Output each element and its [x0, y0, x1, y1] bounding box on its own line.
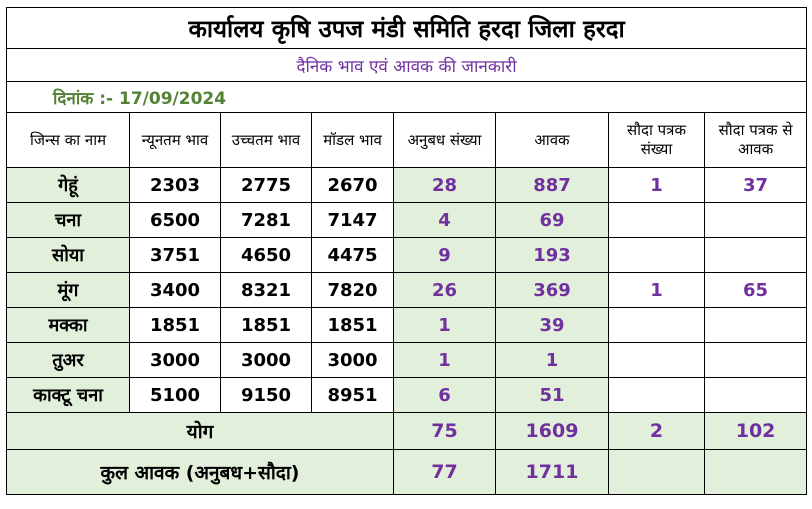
max-rate: 7281: [220, 202, 312, 238]
contract-count: 26: [393, 272, 496, 308]
arrival: 69: [495, 202, 609, 238]
mandi-report-sheet: कार्यालय कृषि उपज मंडी समिति हरदा जिला ह…: [5, 7, 808, 495]
table-row: गेहूं 2303 2775 2670 28 887 1 37: [6, 167, 808, 203]
deal-count: [608, 377, 705, 413]
grand-total-empty-2: [703, 449, 808, 495]
deal-count: 1: [608, 167, 705, 203]
contract-count: 4: [393, 202, 496, 238]
max-rate: 1851: [220, 307, 312, 343]
col-header-deal-arrival: सौदा पत्रक से आवक: [703, 112, 808, 168]
arrival: 193: [495, 237, 609, 273]
max-rate: 2775: [220, 167, 312, 203]
min-rate: 6500: [129, 202, 221, 238]
contract-count: 1: [393, 342, 496, 378]
min-rate: 3000: [129, 342, 221, 378]
deal-arrival: 37: [703, 167, 808, 203]
report-title: कार्यालय कृषि उपज मंडी समिति हरदा जिला ह…: [5, 7, 808, 49]
total-deal-count: 2: [608, 412, 705, 450]
commodity-name: सोया: [6, 237, 130, 273]
grand-total-row: कुल आवक (अनुबध+सौदा) 77 1711: [6, 449, 808, 495]
col-header-max-rate: उच्चतम भाव: [220, 112, 312, 168]
deal-arrival: [703, 342, 808, 378]
col-header-contract-count: अनुबध संख्या: [393, 112, 496, 168]
max-rate: 9150: [220, 377, 312, 413]
commodity-name: गेहूं: [6, 167, 130, 203]
grand-total-empty-1: [608, 449, 705, 495]
table-row: तुअर 3000 3000 3000 1 1: [6, 342, 808, 378]
contract-count: 6: [393, 377, 496, 413]
arrival: 51: [495, 377, 609, 413]
contract-count: 1: [393, 307, 496, 343]
deal-count: [608, 342, 705, 378]
min-rate: 1851: [129, 307, 221, 343]
deal-arrival: [703, 307, 808, 343]
max-rate: 4650: [220, 237, 312, 273]
table-row: मक्का 1851 1851 1851 1 39: [6, 307, 808, 343]
total-label: योग: [6, 412, 394, 450]
commodity-name: मक्का: [6, 307, 130, 343]
col-header-min-rate: न्यूनतम भाव: [129, 112, 221, 168]
deal-count: [608, 202, 705, 238]
commodity-name: तुअर: [6, 342, 130, 378]
arrival: 1: [495, 342, 609, 378]
grand-total-label: कुल आवक (अनुबध+सौदा): [6, 449, 394, 495]
col-header-arrival: आवक: [495, 112, 609, 168]
model-rate: 7820: [311, 272, 394, 308]
min-rate: 3751: [129, 237, 221, 273]
max-rate: 3000: [220, 342, 312, 378]
min-rate: 2303: [129, 167, 221, 203]
table-row: मूंग 3400 8321 7820 26 369 1 65: [6, 272, 808, 308]
total-contract-count: 75: [393, 412, 496, 450]
table-header-row: जिन्स का नाम न्यूनतम भाव उच्चतम भाव मॉडल…: [6, 112, 808, 168]
max-rate: 8321: [220, 272, 312, 308]
total-deal-arrival: 102: [703, 412, 808, 450]
deal-arrival: 65: [703, 272, 808, 308]
arrival: 887: [495, 167, 609, 203]
report-date: दिनांक :- 17/09/2024: [5, 81, 808, 113]
total-arrival: 1609: [495, 412, 609, 450]
report-subtitle: दैनिक भाव एवं आवक की जानकारी: [5, 48, 808, 82]
col-header-commodity: जिन्स का नाम: [6, 112, 130, 168]
deal-arrival: [703, 377, 808, 413]
col-header-deal-count: सौदा पत्रक संख्या: [608, 112, 705, 168]
grand-total-arrival: 1711: [495, 449, 609, 495]
deal-arrival: [703, 202, 808, 238]
model-rate: 2670: [311, 167, 394, 203]
min-rate: 3400: [129, 272, 221, 308]
table-row: चना 6500 7281 7147 4 69: [6, 202, 808, 238]
model-rate: 3000: [311, 342, 394, 378]
model-rate: 7147: [311, 202, 394, 238]
grand-total-contract: 77: [393, 449, 496, 495]
col-header-model-rate: मॉडल भाव: [311, 112, 394, 168]
table-row: सोया 3751 4650 4475 9 193: [6, 237, 808, 273]
contract-count: 9: [393, 237, 496, 273]
model-rate: 1851: [311, 307, 394, 343]
mandi-rate-table: कार्यालय कृषि उपज मंडी समिति हरदा जिला ह…: [5, 7, 808, 495]
deal-count: 1: [608, 272, 705, 308]
deal-count: [608, 307, 705, 343]
model-rate: 4475: [311, 237, 394, 273]
arrival: 39: [495, 307, 609, 343]
total-row: योग 75 1609 2 102: [6, 412, 808, 450]
arrival: 369: [495, 272, 609, 308]
min-rate: 5100: [129, 377, 221, 413]
deal-arrival: [703, 237, 808, 273]
commodity-name: चना: [6, 202, 130, 238]
commodity-name: मूंग: [6, 272, 130, 308]
table-row: काक्टू चना 5100 9150 8951 6 51: [6, 377, 808, 413]
commodity-name: काक्टू चना: [6, 377, 130, 413]
model-rate: 8951: [311, 377, 394, 413]
contract-count: 28: [393, 167, 496, 203]
deal-count: [608, 237, 705, 273]
